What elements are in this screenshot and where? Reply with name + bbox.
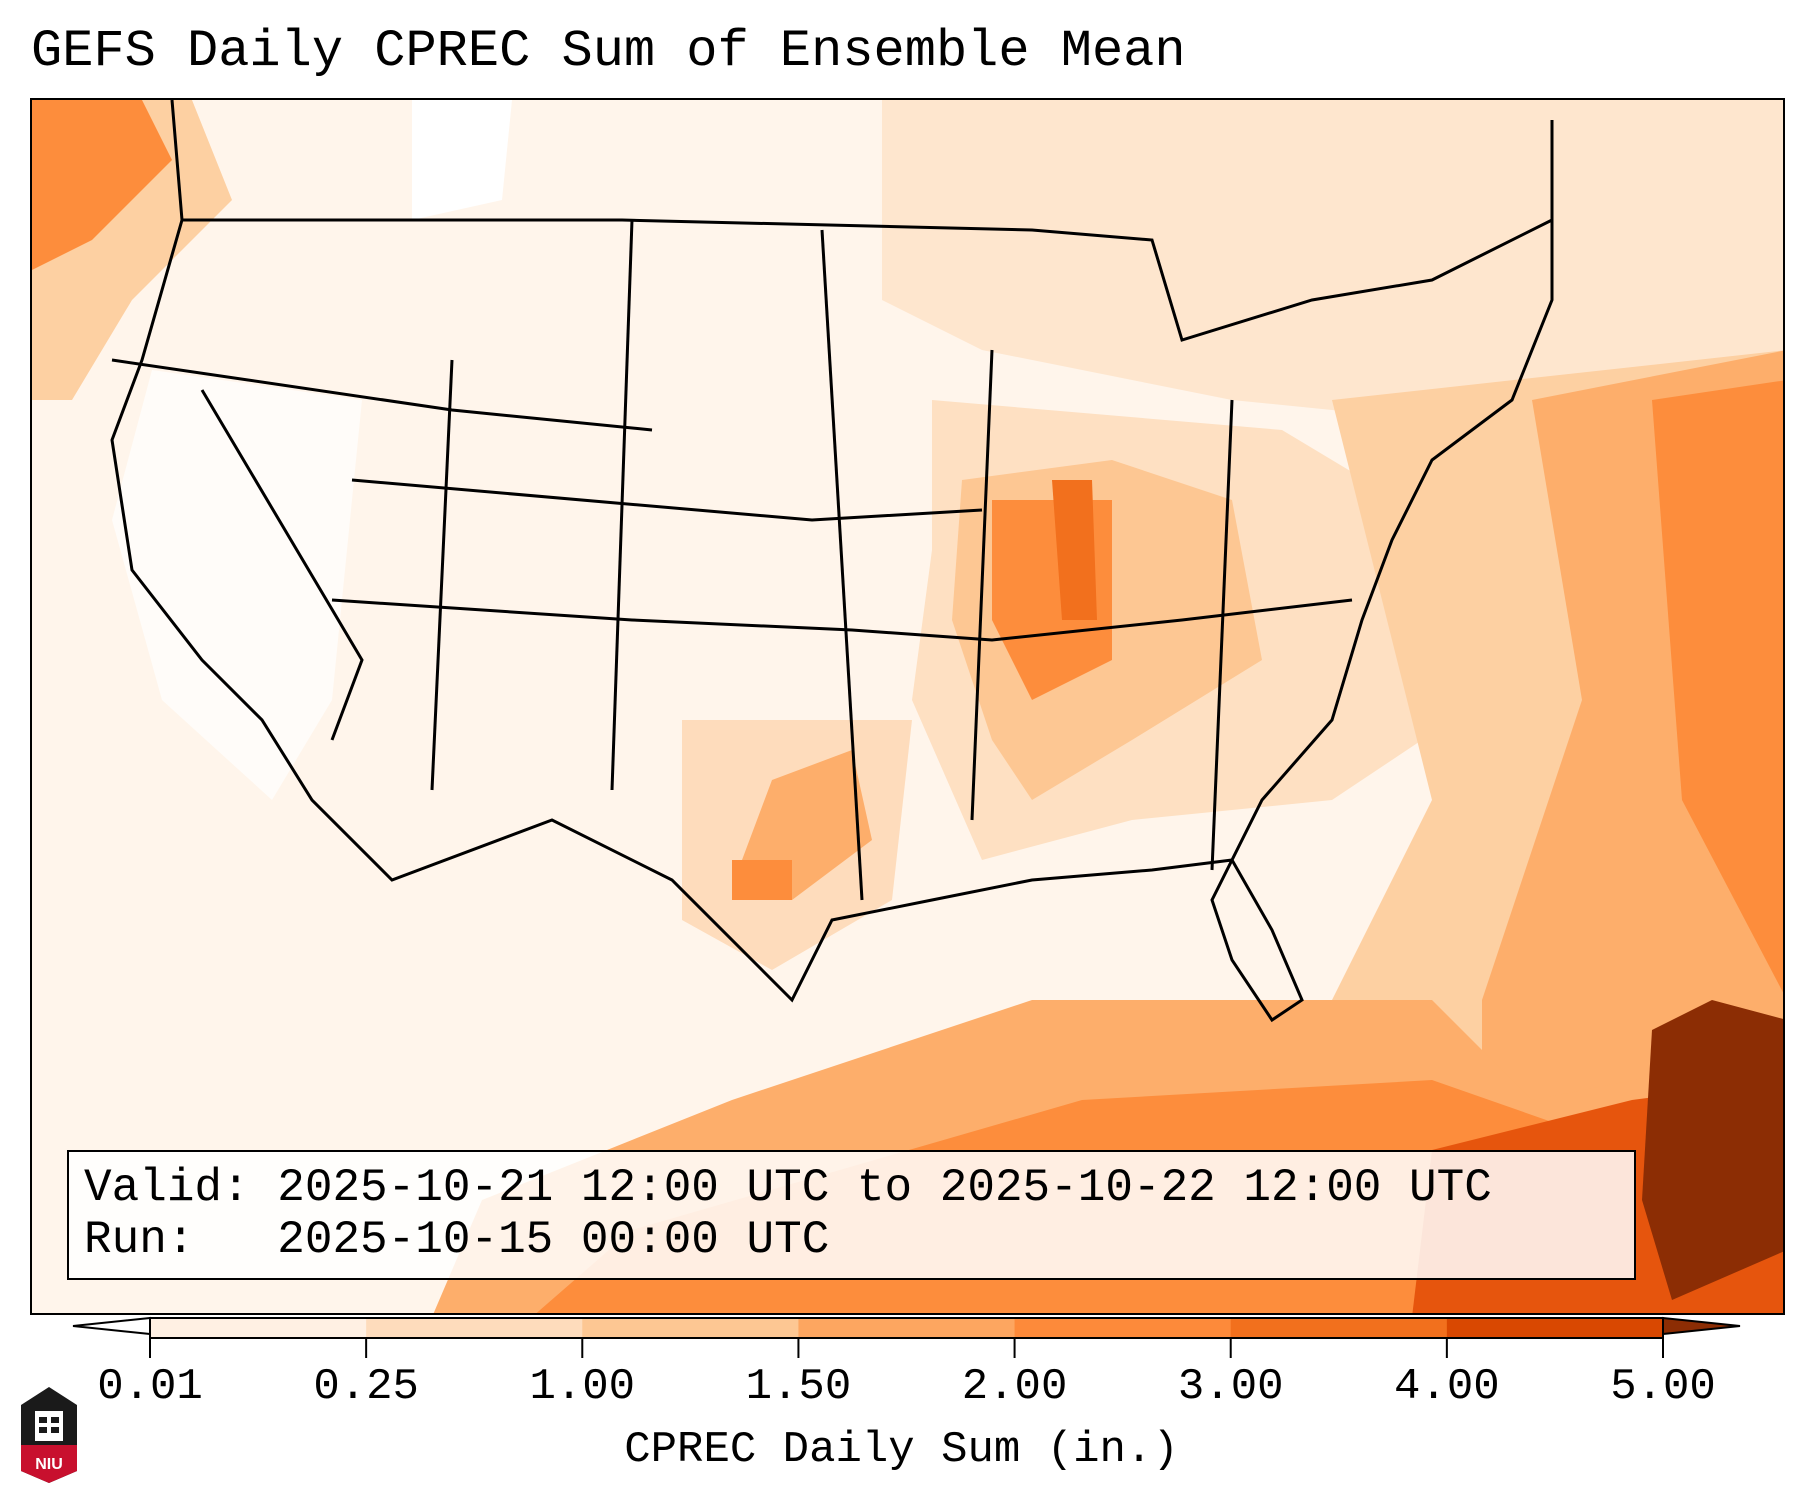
colorbar-segment (1446, 1318, 1664, 1338)
colorbar-tick-label: 5.00 (1610, 1362, 1716, 1412)
colorbar-tick-label: 1.50 (745, 1362, 852, 1412)
colorbar-tick-label: 2.00 (961, 1362, 1068, 1412)
colorbar-tick-label: 0.01 (97, 1362, 203, 1412)
colorbar (72, 1316, 1741, 1358)
run-time-text: Run: 2025-10-15 00:00 UTC (84, 1214, 830, 1266)
colorbar-segment (150, 1318, 367, 1338)
svg-text:NIU: NIU (35, 1456, 63, 1473)
colorbar-segment (1230, 1318, 1448, 1338)
valid-time-box: Valid: 2025-10-21 12:00 UTC to 2025-10-2… (67, 1150, 1636, 1280)
colorbar-segment (1014, 1318, 1232, 1338)
colorbar-under-arrow (73, 1318, 150, 1334)
colorbar-tick-label: 3.00 (1177, 1362, 1284, 1412)
colorbar-segment (582, 1318, 799, 1338)
map-title: GEFS Daily CPREC Sum of Ensemble Mean (31, 22, 1186, 81)
colorbar-tick-label: 0.25 (313, 1362, 419, 1412)
valid-time-text: Valid: 2025-10-21 12:00 UTC to 2025-10-2… (84, 1162, 1492, 1214)
colorbar-segment (366, 1318, 583, 1338)
colorbar-label: CPREC Daily Sum (in.) (624, 1425, 1179, 1475)
precip-field (32, 100, 1783, 1313)
niu-logo: NIU (21, 1387, 77, 1483)
precipitation-map: Valid: 2025-10-21 12:00 UTC to 2025-10-2… (30, 98, 1785, 1315)
colorbar-over-arrow (1663, 1318, 1740, 1334)
colorbar-tick-label: 1.00 (529, 1362, 636, 1412)
colorbar-tick-label: 4.00 (1394, 1362, 1500, 1412)
colorbar-segment (798, 1318, 1016, 1338)
